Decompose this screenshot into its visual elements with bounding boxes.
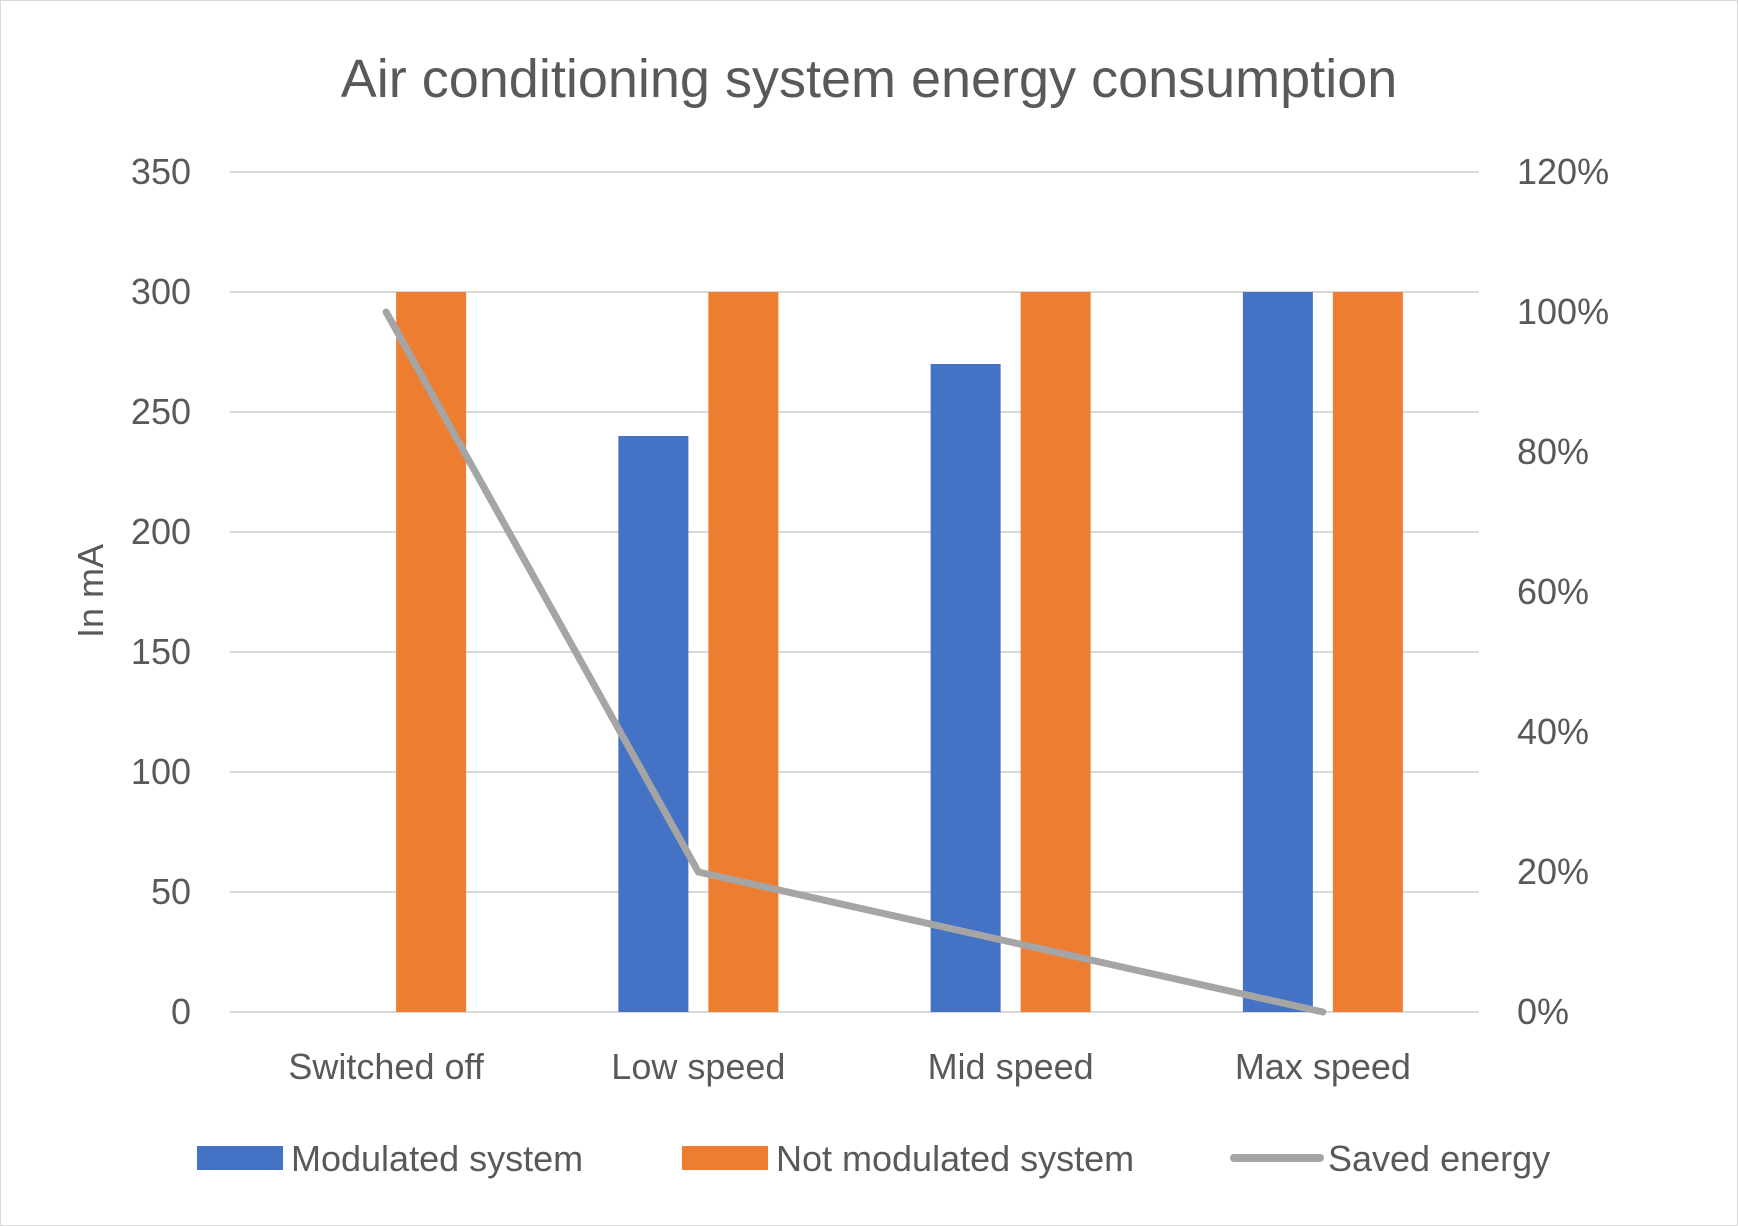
y-left-tick-label: 200: [131, 511, 191, 552]
bars: [396, 292, 1403, 1012]
y-axis-title: In mA: [70, 544, 111, 638]
bar-modulated-system: [1242, 292, 1313, 1012]
y-right-tick-labels: 0% 20% 40% 60% 80% 100% 120%: [1517, 151, 1609, 1032]
y-right-tick-label: 120%: [1517, 151, 1609, 192]
bar-not-modulated-system: [1332, 292, 1403, 1012]
y-left-tick-labels: 0 50 100 150 200 250 300 350: [131, 151, 191, 1032]
x-tick-labels: Switched off Low speed Mid speed Max speed: [288, 1046, 1411, 1087]
y-left-tick-label: 100: [131, 751, 191, 792]
bar-not-modulated-system: [708, 292, 779, 1012]
x-tick-label: Switched off: [288, 1046, 484, 1087]
y-right-tick-label: 40%: [1517, 711, 1589, 752]
x-tick-label: Max speed: [1235, 1046, 1411, 1087]
y-right-tick-label: 0%: [1517, 991, 1569, 1032]
y-right-tick-label: 60%: [1517, 571, 1589, 612]
y-right-tick-label: 100%: [1517, 291, 1609, 332]
y-left-tick-label: 300: [131, 271, 191, 312]
legend-swatch: [682, 1146, 768, 1170]
bar-not-modulated-system: [396, 292, 467, 1012]
legend-item: Not modulated system: [682, 1138, 1134, 1179]
y-left-tick-label: 50: [151, 871, 191, 912]
legend-swatch: [197, 1146, 283, 1170]
bar-modulated-system: [930, 364, 1001, 1012]
y-left-tick-label: 250: [131, 391, 191, 432]
x-tick-label: Mid speed: [928, 1046, 1094, 1087]
y-left-tick-label: 150: [131, 631, 191, 672]
y-left-tick-label: 350: [131, 151, 191, 192]
legend-item: Modulated system: [197, 1138, 583, 1179]
y-right-tick-label: 80%: [1517, 431, 1589, 472]
chart-title: Air conditioning system energy consumpti…: [341, 49, 1398, 109]
x-tick-label: Low speed: [611, 1046, 785, 1087]
legend: Modulated system Not modulated system Save…: [197, 1138, 1550, 1179]
y-left-tick-label: 0: [171, 991, 191, 1032]
bar-modulated-system: [618, 436, 689, 1012]
bar-not-modulated-system: [1020, 292, 1091, 1012]
line-saved-energy: [382, 308, 1327, 1016]
legend-label: Saved energy: [1328, 1138, 1550, 1179]
legend-label: Not modulated system: [776, 1138, 1134, 1179]
y-right-tick-label: 20%: [1517, 851, 1589, 892]
legend-item: Saved energy: [1230, 1138, 1550, 1179]
line-series: [382, 308, 1327, 1016]
legend-label: Modulated system: [291, 1138, 583, 1179]
